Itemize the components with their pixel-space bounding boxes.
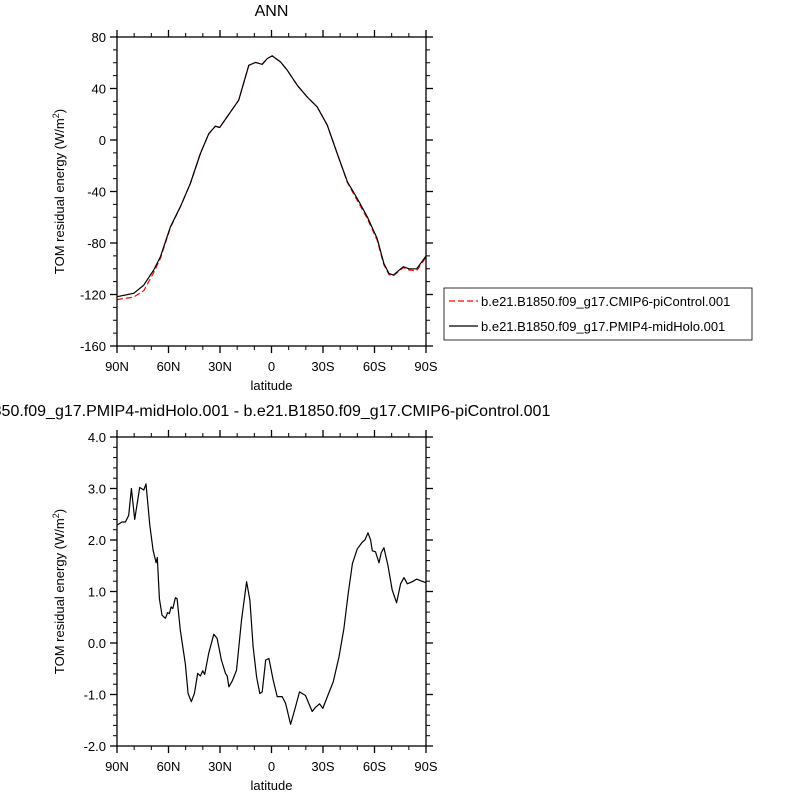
y-axis-label: TOM residual energy (W/m2) (51, 109, 67, 274)
x-tick-label: 0 (268, 359, 275, 374)
x-axis-label: latitude (251, 778, 293, 793)
x-axis-label: latitude (251, 378, 293, 393)
y-axis-label-end: ) (52, 509, 67, 513)
x-tick-label: 90S (414, 359, 437, 374)
x-tick-label: 60N (157, 359, 181, 374)
y-tick-label: 80 (92, 30, 106, 45)
series-line-solid-black (116, 55, 427, 298)
x-tick-label: 30S (311, 759, 334, 774)
y-tick-label: 0 (99, 133, 106, 148)
y-axis-label-superscript: 2 (51, 113, 61, 118)
legend-box (443, 287, 753, 341)
plot-frame (116, 436, 427, 747)
y-axis-label-superscript: 2 (51, 513, 61, 518)
x-tick-label: 60S (363, 359, 386, 374)
y-tick-label: 3.0 (88, 482, 106, 497)
y-tick-label: -120 (80, 288, 106, 303)
y-tick-label: 40 (92, 82, 106, 97)
y-tick-label: 1.0 (88, 585, 106, 600)
y-axis-label-main: TOM residual energy (W/m (52, 518, 67, 674)
y-axis-label-main: TOM residual energy (W/m (52, 118, 67, 274)
plot-panel-2: 850.f09_g17.PMIP4-midHolo.001 - b.e21.B1… (0, 403, 550, 793)
series-line-solid-black (116, 483, 427, 725)
series-line-dashed-red (116, 55, 427, 301)
chart-title: ANN (255, 3, 289, 20)
y-tick-label: 0.0 (88, 636, 106, 651)
y-tick-label: -2.0 (84, 739, 106, 754)
y-axis-label-end: ) (52, 109, 67, 113)
x-tick-label: 30N (208, 359, 232, 374)
y-tick-label: -1.0 (84, 688, 106, 703)
y-tick-label: -80 (87, 236, 106, 251)
y-tick-label: -40 (87, 185, 106, 200)
x-tick-label: 30S (311, 359, 334, 374)
chart-title: 850.f09_g17.PMIP4-midHolo.001 - b.e21.B1… (0, 403, 550, 420)
plot-panel-1: ANN 80 40 0 -40 -80 -120 -160 90N 60N 30N 0 30S 60S 90… (51, 3, 753, 393)
y-axis-label: TOM residual energy (W/m2) (51, 509, 67, 674)
x-tick-label: 30N (208, 759, 232, 774)
legend: b.e21.B1850.f09_g17.CMIP6-piControl.001b… (443, 287, 753, 341)
x-tick-label: 0 (268, 759, 275, 774)
x-tick-label: 90N (105, 759, 129, 774)
x-tick-label: 60N (157, 759, 181, 774)
x-tick-label: 90N (105, 359, 129, 374)
legend-entry: b.e21.B1850.f09_g17.CMIP6-piControl.001 (481, 294, 730, 309)
y-tick-label: 4.0 (88, 430, 106, 445)
plot-frame (116, 36, 427, 347)
y-tick-label: -160 (80, 339, 106, 354)
x-tick-label: 60S (363, 759, 386, 774)
legend-entry: b.e21.B1850.f09_g17.PMIP4-midHolo.001 (481, 319, 725, 334)
y-tick-label: 2.0 (88, 533, 106, 548)
x-tick-label: 90S (414, 759, 437, 774)
